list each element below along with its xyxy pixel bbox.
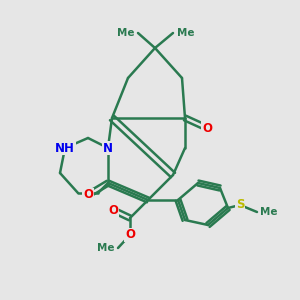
- Text: Me: Me: [177, 28, 194, 38]
- Text: O: O: [108, 203, 118, 217]
- Text: O: O: [202, 122, 212, 134]
- Text: O: O: [125, 229, 135, 242]
- Text: NH: NH: [55, 142, 75, 154]
- Text: Me: Me: [260, 207, 278, 217]
- Text: Me: Me: [116, 28, 134, 38]
- Text: Me: Me: [97, 243, 114, 253]
- Text: S: S: [236, 199, 244, 212]
- Text: N: N: [103, 142, 113, 154]
- Text: O: O: [83, 188, 93, 202]
